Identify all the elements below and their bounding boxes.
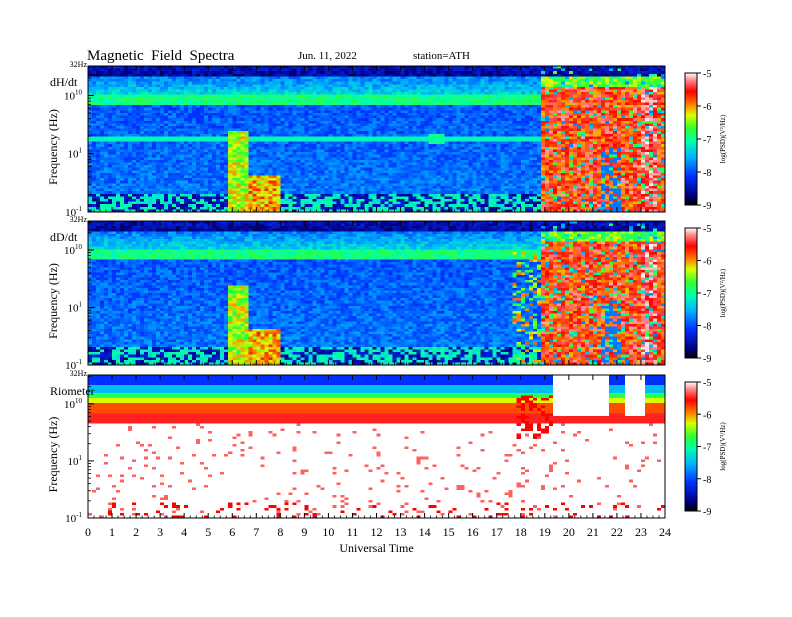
spectrogram-cells <box>88 66 666 213</box>
date-label: Jun. 11, 2022 <box>298 50 357 62</box>
station-label: station=ATH <box>413 50 470 62</box>
figure-title: Magnetic Field Spectra <box>87 48 235 64</box>
